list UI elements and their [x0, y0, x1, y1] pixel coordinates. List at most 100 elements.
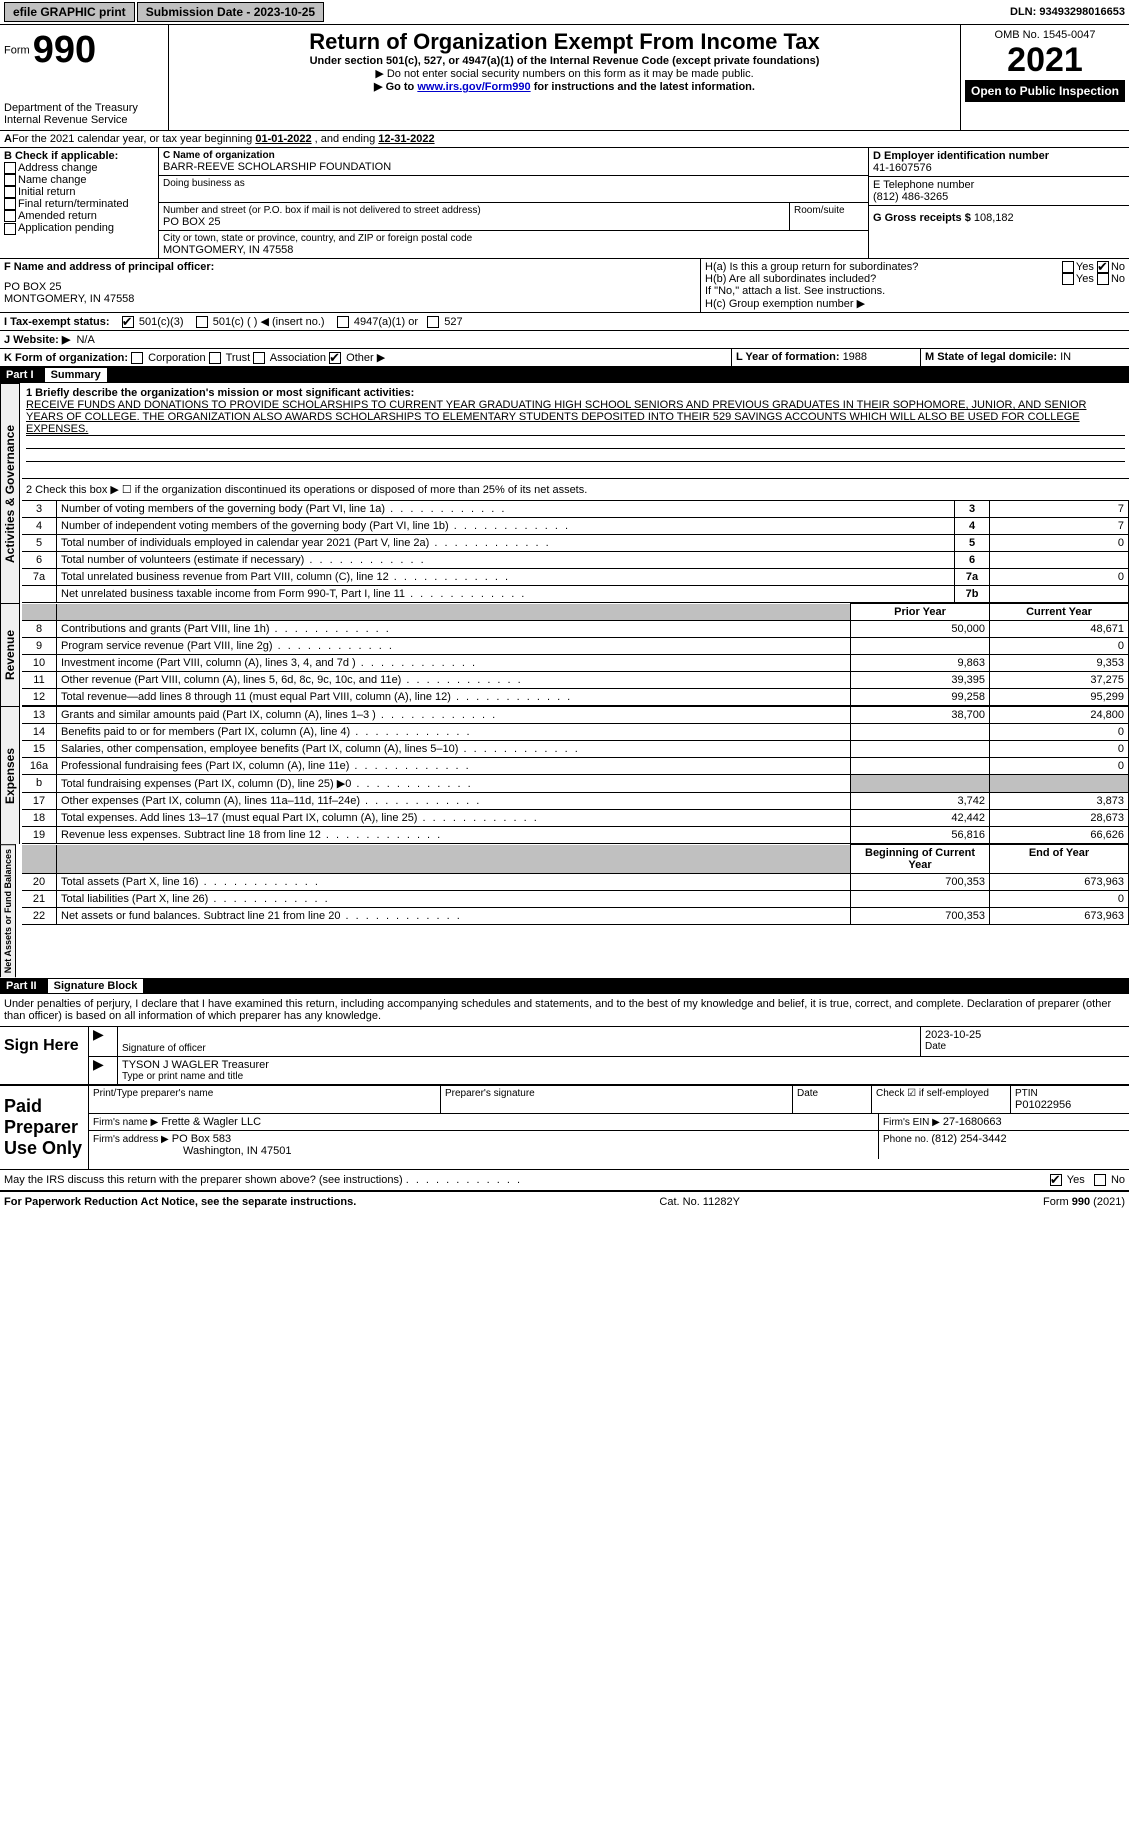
table-row: 18Total expenses. Add lines 13–17 (must …: [22, 810, 1129, 827]
gross-receipts: 108,182: [974, 212, 1014, 224]
box-m-label: M State of legal domicile:: [925, 351, 1060, 363]
q1-label: 1 Briefly describe the organization's mi…: [26, 387, 1125, 399]
cb-assoc[interactable]: [253, 352, 265, 364]
cb-amended[interactable]: [4, 210, 16, 222]
table-row: 13Grants and similar amounts paid (Part …: [22, 707, 1129, 724]
paid-preparer-label: Paid Preparer Use Only: [0, 1086, 89, 1169]
box-f-label: F Name and address of principal officer:: [4, 261, 696, 273]
cb-app-pending[interactable]: [4, 223, 16, 235]
cb-4947[interactable]: [337, 316, 349, 328]
cb-501c[interactable]: [196, 316, 208, 328]
lbl-527: 527: [444, 316, 462, 328]
paid-preparer-block: Paid Preparer Use Only Print/Type prepar…: [0, 1085, 1129, 1170]
form-header: Form 990 Department of the Treasury Inte…: [0, 25, 1129, 131]
table-row: bTotal fundraising expenses (Part IX, co…: [22, 775, 1129, 793]
exp-table: 13Grants and similar amounts paid (Part …: [22, 706, 1129, 844]
period-b: , and ending: [315, 133, 379, 145]
part1-label: Part I: [6, 369, 42, 381]
part1-title: Summary: [45, 368, 107, 382]
officer-addr1: PO BOX 25: [4, 281, 696, 293]
cb-final-return[interactable]: [4, 198, 16, 210]
lbl-corp: Corporation: [148, 352, 205, 364]
table-row: 15Salaries, other compensation, employee…: [22, 741, 1129, 758]
website: N/A: [76, 334, 94, 346]
officer-block: F Name and address of principal officer:…: [0, 259, 1129, 313]
hb-label: H(b) Are all subordinates included?: [705, 273, 876, 285]
table-row: 5Total number of individuals employed in…: [22, 535, 1129, 552]
box-e-label: E Telephone number: [873, 179, 1125, 191]
cb-trust[interactable]: [209, 352, 221, 364]
box-b-header: B Check if applicable:: [4, 150, 154, 162]
gov-vlabel: Activities & Governance: [0, 383, 20, 603]
cb-name-change[interactable]: [4, 174, 16, 186]
lbl-final-return: Final return/terminated: [18, 198, 129, 210]
date-label: Date: [925, 1041, 1125, 1052]
cb-irs-no[interactable]: [1094, 1174, 1106, 1186]
efile-label: efile GRAPHIC print: [4, 2, 135, 22]
tax-year: 2021: [965, 41, 1125, 80]
lbl-yes2: Yes: [1076, 273, 1094, 285]
table-row: 12Total revenue—add lines 8 through 11 (…: [22, 689, 1129, 706]
ptin-label: PTIN: [1015, 1088, 1125, 1099]
lbl-501c3: 501(c)(3): [139, 316, 184, 328]
officer-addr2: MONTGOMERY, IN 47558: [4, 293, 696, 305]
irs-link[interactable]: www.irs.gov/Form990: [417, 81, 530, 93]
street: PO BOX 25: [163, 216, 785, 228]
gov-table: 3Number of voting members of the governi…: [22, 500, 1129, 603]
table-row: 3Number of voting members of the governi…: [22, 501, 1129, 518]
table-row: Net unrelated business taxable income fr…: [22, 586, 1129, 603]
cb-ha-yes[interactable]: [1062, 261, 1074, 273]
table-row: 7aTotal unrelated business revenue from …: [22, 569, 1129, 586]
part2-header: Part II Signature Block: [0, 978, 1129, 994]
city-label: City or town, state or province, country…: [163, 233, 864, 244]
lbl-other: Other ▶: [346, 352, 385, 364]
q2-text: 2 Check this box ▶ ☐ if the organization…: [22, 479, 1129, 500]
table-row: 6Total number of volunteers (estimate if…: [22, 552, 1129, 569]
lbl-app-pending: Application pending: [18, 222, 114, 234]
lbl-no: No: [1111, 261, 1125, 273]
cb-501c3[interactable]: [122, 316, 134, 328]
cb-irs-yes[interactable]: [1050, 1174, 1062, 1186]
table-row: 9Program service revenue (Part VIII, lin…: [22, 638, 1129, 655]
lbl-amended: Amended return: [18, 210, 97, 222]
cb-address-change[interactable]: [4, 162, 16, 174]
lbl-address-change: Address change: [18, 162, 98, 174]
lbl-no2: No: [1111, 273, 1125, 285]
cb-corp[interactable]: [131, 352, 143, 364]
cb-initial-return[interactable]: [4, 186, 16, 198]
lbl-trust: Trust: [226, 352, 251, 364]
table-row: 19Revenue less expenses. Subtract line 1…: [22, 827, 1129, 844]
note2-pre: ▶ Go to: [374, 81, 417, 93]
rev-vlabel: Revenue: [0, 603, 20, 706]
box-c-label: C Name of organization: [163, 150, 864, 161]
top-bar: efile GRAPHIC print Submission Date - 20…: [0, 0, 1129, 25]
form-note1: ▶ Do not enter social security numbers o…: [173, 67, 956, 80]
expenses-section: Expenses 13Grants and similar amounts pa…: [0, 706, 1129, 844]
cb-other[interactable]: [329, 352, 341, 364]
activities-governance: Activities & Governance 1 Briefly descri…: [0, 383, 1129, 603]
table-row: 16aProfessional fundraising fees (Part I…: [22, 758, 1129, 775]
box-g-label: G Gross receipts $: [873, 212, 971, 224]
year-formation: 1988: [843, 351, 867, 363]
cb-527[interactable]: [427, 316, 439, 328]
lbl-yes: Yes: [1076, 261, 1094, 273]
irs-label: Internal Revenue Service: [4, 114, 164, 126]
website-row: J Website: ▶ N/A: [0, 331, 1129, 349]
part2-title: Signature Block: [48, 979, 144, 993]
cb-hb-yes[interactable]: [1062, 273, 1074, 285]
lbl-assoc: Association: [270, 352, 326, 364]
firm-addr1: PO Box 583: [172, 1133, 231, 1145]
lbl-irs-no: No: [1111, 1174, 1125, 1186]
dln: DLN: 93493298016653: [1010, 6, 1125, 18]
table-row: 17Other expenses (Part IX, column (A), l…: [22, 793, 1129, 810]
note2-post: for instructions and the latest informat…: [531, 81, 755, 93]
cb-hb-no[interactable]: [1097, 273, 1109, 285]
cb-ha-no[interactable]: [1097, 261, 1109, 273]
part1-header: Part I Summary: [0, 367, 1129, 383]
phone: (812) 486-3265: [873, 191, 1125, 203]
ha-label: H(a) Is this a group return for subordin…: [705, 261, 918, 273]
period-end: 12-31-2022: [378, 133, 434, 145]
officer-name: TYSON J WAGLER Treasurer: [122, 1059, 1125, 1071]
lbl-4947: 4947(a)(1) or: [354, 316, 418, 328]
dept-treasury: Department of the Treasury: [4, 102, 164, 114]
